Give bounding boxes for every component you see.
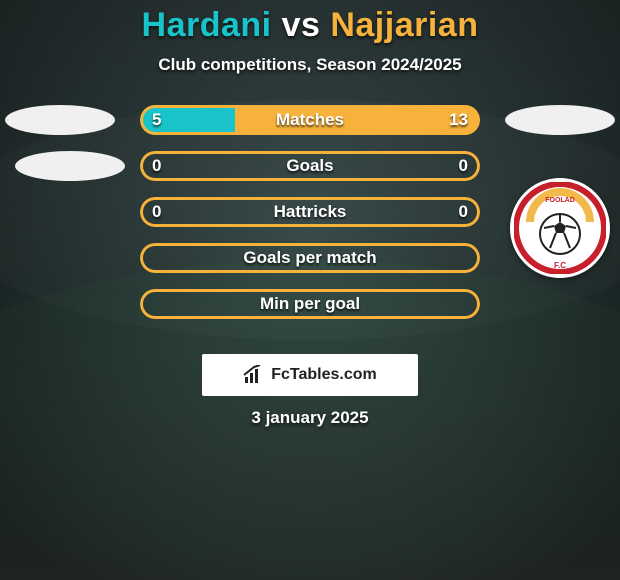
watermark: FcTables.com (202, 354, 418, 396)
player-left-badge (15, 151, 125, 181)
page-title: Hardani vs Najjarian (0, 6, 620, 45)
stat-label: Goals (140, 151, 480, 181)
svg-text:F.C: F.C (554, 261, 566, 270)
subtitle: Club competitions, Season 2024/2025 (0, 55, 620, 75)
stat-label: Goals per match (140, 243, 480, 273)
svg-text:FOOLAD: FOOLAD (545, 197, 575, 204)
chart-icon (243, 365, 265, 385)
player-right-badge (505, 105, 615, 135)
player-left-name: Hardani (142, 6, 272, 44)
player-right-name: Najjarian (330, 6, 478, 44)
stat-label: Min per goal (140, 289, 480, 319)
date-text: 3 january 2025 (0, 408, 620, 428)
stat-label: Hattricks (140, 197, 480, 227)
player-left-badge (5, 105, 115, 135)
vs-text: vs (282, 6, 321, 44)
watermark-text: FcTables.com (271, 366, 377, 384)
stat-label: Matches (140, 105, 480, 135)
stat-row: Min per goal (0, 289, 620, 319)
stat-row: 00Goals (0, 151, 620, 181)
club-badge-right: FOOLAD F.C (510, 178, 610, 278)
stat-row: 513Matches (0, 105, 620, 135)
